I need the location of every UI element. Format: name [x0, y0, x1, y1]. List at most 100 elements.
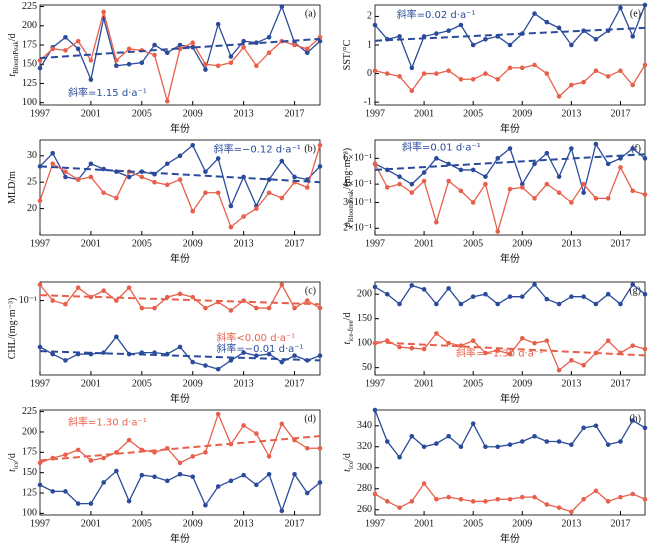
point — [630, 343, 636, 348]
point — [384, 439, 390, 444]
point — [642, 346, 648, 352]
point — [266, 50, 272, 55]
point — [507, 42, 513, 48]
point — [446, 494, 451, 500]
point — [384, 499, 390, 504]
x-tick-label: 2005 — [463, 108, 483, 119]
point — [421, 444, 427, 450]
trend-line — [39, 37, 321, 60]
y-tick-label: -1 — [364, 96, 372, 107]
x-axis-label: 年份 — [170, 392, 190, 405]
point — [483, 499, 488, 504]
y-axis-label-main: t — [7, 74, 18, 77]
point — [593, 488, 599, 494]
x-tick-label: 2017 — [285, 238, 305, 249]
y-tick-label: 150 — [357, 313, 372, 324]
point — [50, 298, 56, 303]
panel: 2×10⁻¹ 3×10⁻¹ 4×10⁻¹ 6×10⁻¹ 1997 2001 2005 2009… — [342, 139, 648, 265]
point — [618, 494, 623, 500]
point — [177, 344, 183, 350]
point — [581, 362, 586, 368]
point — [304, 298, 310, 303]
x-tick-label: 2009 — [512, 518, 532, 529]
point — [532, 11, 537, 16]
point — [605, 338, 611, 344]
point — [63, 452, 68, 458]
point — [581, 28, 586, 34]
y-axis-label-main: t — [342, 341, 353, 344]
x-tick-label: 2005 — [463, 238, 483, 249]
y-tick-label: 100 — [22, 97, 37, 108]
point — [507, 294, 513, 299]
point — [569, 146, 574, 151]
point — [446, 68, 451, 74]
point — [618, 165, 623, 170]
point — [409, 499, 415, 504]
x-tick-label: 2009 — [183, 238, 203, 249]
point — [495, 301, 501, 307]
annotation: 斜率=−1.30 d·a⁻¹ — [456, 347, 543, 360]
y-tick-label: 10⁻¹ — [19, 295, 37, 306]
x-tick-label: 2009 — [183, 108, 203, 119]
y-axis-label-main: t — [342, 469, 353, 472]
x-tick-label: 2017 — [285, 518, 305, 529]
point — [317, 445, 323, 451]
point — [152, 350, 157, 355]
point — [37, 65, 43, 71]
x-axis-label: 年份 — [500, 392, 520, 405]
point — [458, 444, 464, 450]
point — [164, 182, 170, 188]
point — [605, 291, 611, 297]
point — [266, 190, 272, 196]
point — [434, 156, 439, 161]
trend-line — [39, 165, 321, 184]
point — [190, 142, 196, 148]
point — [507, 351, 513, 357]
annotation: 斜率=1.30 d·a⁻¹ — [68, 416, 147, 429]
panel-label: (a) — [305, 8, 316, 19]
x-tick-label: 2009 — [512, 238, 532, 249]
trend-line — [374, 26, 646, 42]
point — [164, 478, 170, 484]
x-tick-label: 2017 — [610, 108, 630, 119]
point — [581, 181, 586, 187]
panel: 10⁻¹ 1997 2001 2005 2009 2013 2017 年份 CHL/(mg·m⁻… — [7, 281, 323, 405]
point — [397, 34, 402, 39]
y-tick-label: 4×10⁻¹ — [343, 178, 372, 189]
panel-label: (d) — [304, 413, 316, 424]
y-tick-label: 150 — [22, 467, 37, 478]
point — [266, 305, 272, 311]
point — [409, 283, 415, 288]
point — [37, 282, 43, 288]
point — [434, 496, 439, 502]
point — [605, 442, 611, 447]
point — [470, 338, 476, 344]
point — [126, 46, 132, 52]
y-axis-label-unit: /d — [7, 33, 18, 41]
panel: 100 125 150 175 200 225 1997 2001 2005 2009 2013 20… — [7, 406, 323, 545]
point — [605, 196, 611, 201]
point — [50, 46, 56, 52]
point — [254, 431, 259, 436]
point — [470, 294, 476, 299]
point — [190, 40, 196, 45]
x-axis-label: 年份 — [500, 532, 520, 545]
point — [470, 76, 476, 82]
x-tick-label: 2005 — [132, 238, 152, 249]
point — [228, 358, 234, 363]
y-tick-label: 100 — [357, 337, 372, 348]
plot-frame — [374, 409, 646, 516]
point — [532, 433, 537, 439]
point — [292, 174, 297, 180]
point — [384, 185, 390, 190]
point — [470, 200, 476, 205]
point — [434, 219, 439, 225]
point — [593, 423, 599, 429]
annotation: 斜率=1.15 d·a⁻¹ — [68, 86, 147, 99]
point — [519, 185, 525, 190]
point — [446, 178, 451, 184]
point — [618, 439, 623, 444]
point — [397, 174, 402, 179]
point — [434, 301, 439, 307]
point — [372, 161, 378, 167]
